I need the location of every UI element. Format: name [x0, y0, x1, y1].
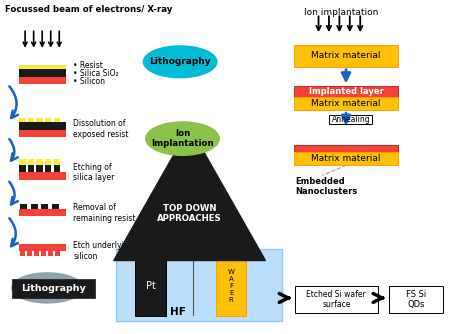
FancyBboxPatch shape [20, 204, 27, 209]
Text: Matrix material: Matrix material [311, 154, 381, 163]
Text: Implanted layer: Implanted layer [309, 87, 383, 96]
FancyBboxPatch shape [52, 204, 59, 209]
FancyBboxPatch shape [294, 145, 398, 152]
FancyBboxPatch shape [19, 65, 66, 69]
FancyBboxPatch shape [294, 86, 398, 97]
Text: Matrix material: Matrix material [311, 51, 381, 60]
FancyBboxPatch shape [19, 77, 66, 84]
Ellipse shape [12, 273, 83, 303]
FancyBboxPatch shape [294, 152, 398, 165]
FancyBboxPatch shape [41, 251, 46, 256]
FancyBboxPatch shape [28, 118, 34, 122]
Text: Embedded
Nanoclusters: Embedded Nanoclusters [295, 177, 357, 196]
Polygon shape [114, 127, 265, 261]
FancyBboxPatch shape [19, 122, 66, 130]
FancyBboxPatch shape [12, 279, 95, 298]
Text: Annealing: Annealing [331, 115, 370, 124]
FancyBboxPatch shape [19, 130, 66, 137]
FancyBboxPatch shape [116, 249, 282, 321]
FancyBboxPatch shape [36, 165, 43, 172]
Ellipse shape [146, 122, 219, 155]
FancyBboxPatch shape [55, 251, 60, 256]
FancyBboxPatch shape [19, 69, 66, 77]
Text: FS Si
QDs: FS Si QDs [406, 290, 426, 309]
FancyBboxPatch shape [28, 159, 34, 165]
Text: Dissolution of
exposed resist: Dissolution of exposed resist [73, 119, 129, 139]
FancyBboxPatch shape [294, 97, 398, 110]
FancyBboxPatch shape [19, 172, 66, 180]
FancyBboxPatch shape [48, 251, 53, 256]
FancyBboxPatch shape [135, 257, 166, 316]
FancyBboxPatch shape [19, 118, 26, 122]
FancyBboxPatch shape [20, 251, 25, 256]
FancyBboxPatch shape [31, 204, 38, 209]
FancyBboxPatch shape [45, 159, 51, 165]
FancyBboxPatch shape [19, 159, 26, 165]
Text: • Resist: • Resist [73, 61, 103, 70]
Text: HF: HF [170, 307, 186, 317]
FancyBboxPatch shape [36, 118, 43, 122]
FancyBboxPatch shape [295, 286, 378, 313]
FancyBboxPatch shape [28, 165, 34, 172]
FancyBboxPatch shape [36, 159, 43, 165]
FancyBboxPatch shape [34, 251, 39, 256]
FancyBboxPatch shape [329, 115, 372, 124]
FancyBboxPatch shape [216, 257, 246, 316]
Text: TOP DOWN
APPROACHES: TOP DOWN APPROACHES [157, 204, 222, 223]
FancyBboxPatch shape [45, 118, 51, 122]
Text: W
A
F
E
R: W A F E R [228, 270, 235, 303]
Text: Lithography: Lithography [149, 57, 211, 66]
FancyBboxPatch shape [41, 204, 48, 209]
Text: Ion
Implantation: Ion Implantation [151, 129, 214, 148]
FancyBboxPatch shape [54, 159, 60, 165]
Text: Matrix material: Matrix material [311, 99, 381, 108]
Text: • Silica SiO₂: • Silica SiO₂ [73, 69, 119, 77]
Text: Etched Si wafer
surface: Etched Si wafer surface [306, 290, 366, 309]
Text: Pt: Pt [146, 282, 155, 291]
FancyBboxPatch shape [19, 165, 26, 172]
FancyBboxPatch shape [45, 165, 51, 172]
Text: Lithography: Lithography [21, 284, 86, 293]
FancyBboxPatch shape [54, 165, 60, 172]
FancyBboxPatch shape [294, 45, 398, 67]
Text: Ion implantation: Ion implantation [304, 8, 378, 17]
Text: • Silicon: • Silicon [73, 77, 106, 86]
FancyBboxPatch shape [19, 244, 66, 251]
FancyBboxPatch shape [27, 251, 32, 256]
Text: Etch underlying
silicon: Etch underlying silicon [73, 241, 134, 261]
Text: Etching of
silica layer: Etching of silica layer [73, 163, 115, 182]
Text: Focussed beam of electrons/ X-ray: Focussed beam of electrons/ X-ray [5, 5, 172, 14]
FancyBboxPatch shape [389, 286, 443, 313]
FancyBboxPatch shape [19, 209, 66, 216]
Text: Removal of
remaining resist: Removal of remaining resist [73, 203, 136, 223]
Ellipse shape [143, 46, 217, 78]
FancyBboxPatch shape [54, 118, 60, 122]
